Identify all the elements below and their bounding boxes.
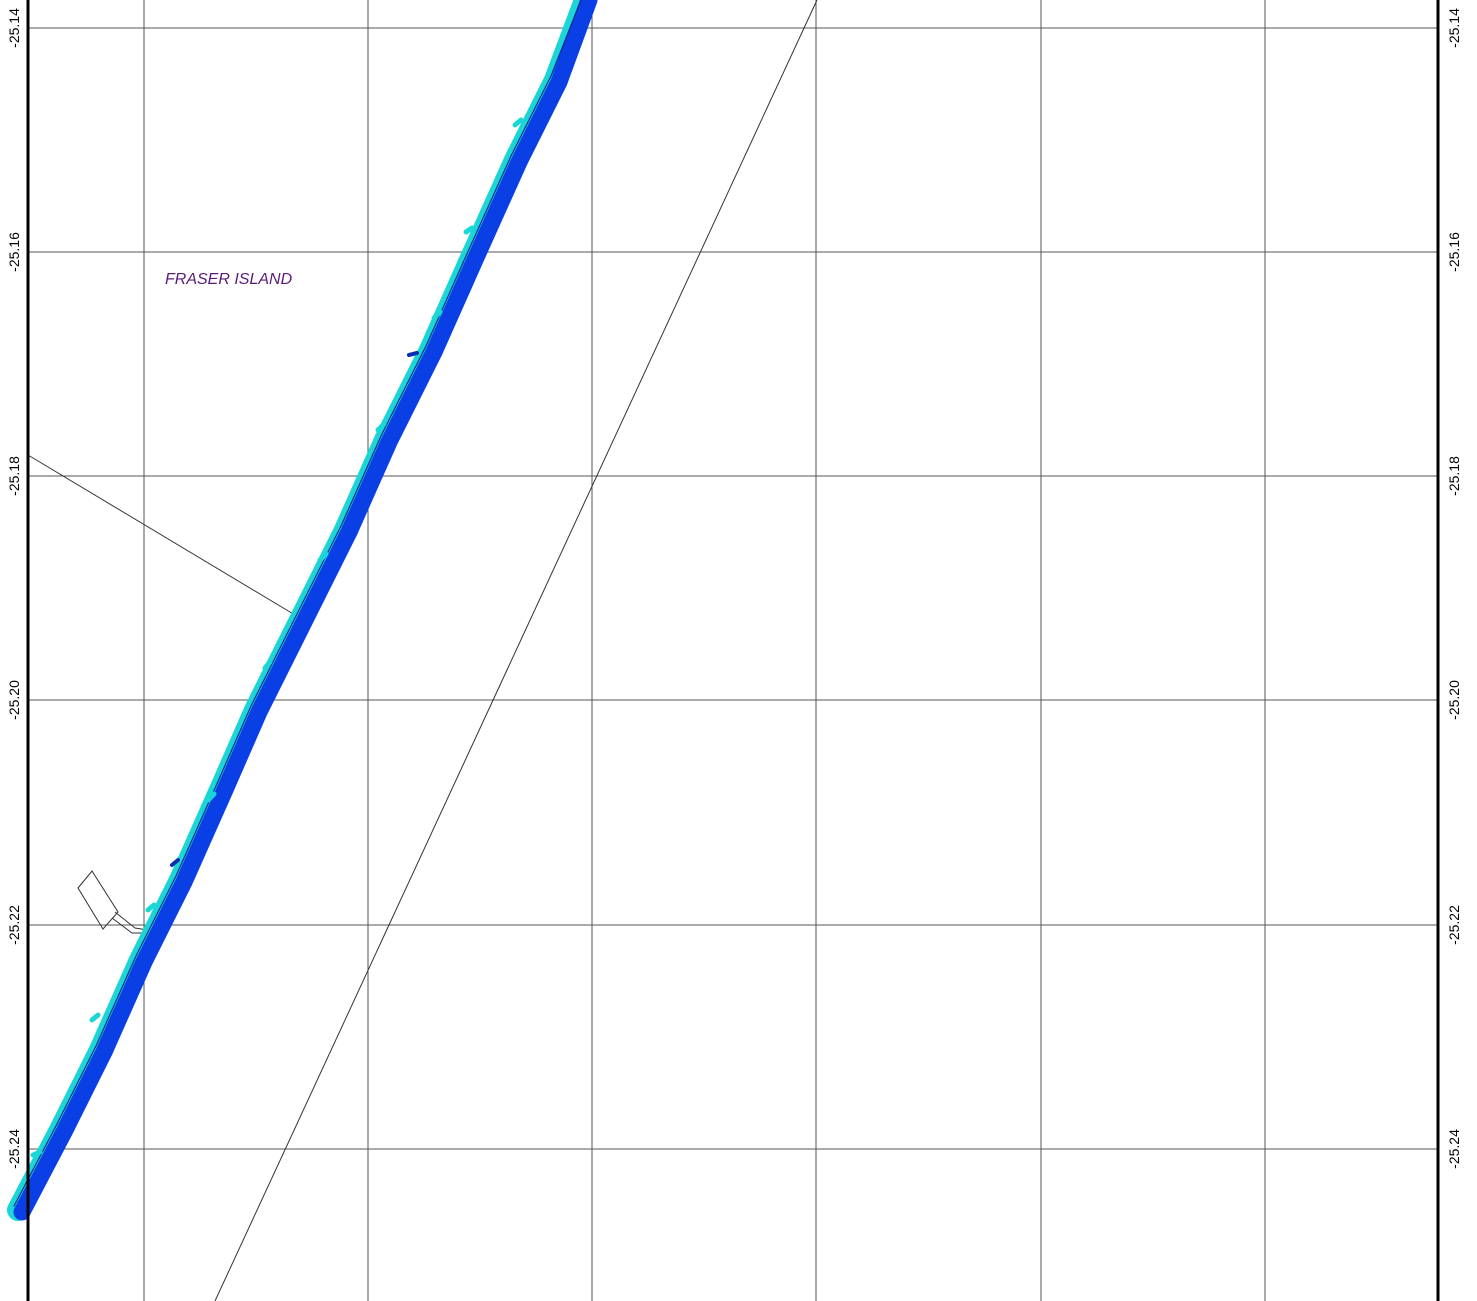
latitude-label: -25.22	[1446, 905, 1462, 945]
latitude-label: -25.20	[6, 680, 22, 720]
grid-horizontal	[28, 27, 1438, 1150]
speck	[407, 351, 419, 357]
latitude-label: -25.24	[1446, 1129, 1462, 1169]
speck	[262, 659, 273, 671]
latitude-label: -25.14	[6, 8, 22, 48]
latitude-label: -25.22	[6, 905, 22, 945]
speck	[205, 791, 217, 803]
place-label-fraser-island: FRASER ISLAND	[165, 271, 293, 288]
latitude-label: -25.18	[1446, 456, 1462, 496]
latitude-labels-right: -25.14 -25.16 -25.18 -25.20 -25.22 -25.2…	[1446, 8, 1462, 1169]
speck	[463, 225, 475, 235]
speck	[30, 1149, 43, 1158]
speck	[512, 117, 524, 128]
coast-specks	[30, 117, 524, 1158]
latitude-label: -25.14	[1446, 8, 1462, 48]
leader-line	[27, 454, 296, 616]
structure-connector	[111, 917, 145, 934]
feature-lines	[27, 0, 818, 1301]
latitude-labels-left: -25.14 -25.16 -25.18 -25.20 -25.22 -25.2…	[6, 8, 22, 1169]
coast-deep-band	[13, 0, 598, 1221]
structure-outline	[77, 870, 119, 930]
latitude-label: -25.16	[6, 232, 22, 272]
coastline	[7, 0, 598, 1221]
map-frame	[26, 0, 1440, 1301]
speck	[431, 309, 443, 321]
speck	[317, 551, 329, 563]
speck	[145, 902, 157, 913]
latitude-label: -25.18	[6, 456, 22, 496]
latitude-label: -25.16	[1446, 232, 1462, 272]
offshore-boundary-line	[214, 0, 818, 1301]
coast-outline	[13, 0, 582, 1207]
coast-dark-specks	[170, 351, 419, 867]
latitude-label: -25.20	[1446, 680, 1462, 720]
speck	[89, 1012, 101, 1023]
speck	[375, 421, 387, 433]
speck	[170, 858, 180, 867]
latitude-label: -25.24	[6, 1129, 22, 1169]
grid-vertical	[143, 0, 1266, 1301]
